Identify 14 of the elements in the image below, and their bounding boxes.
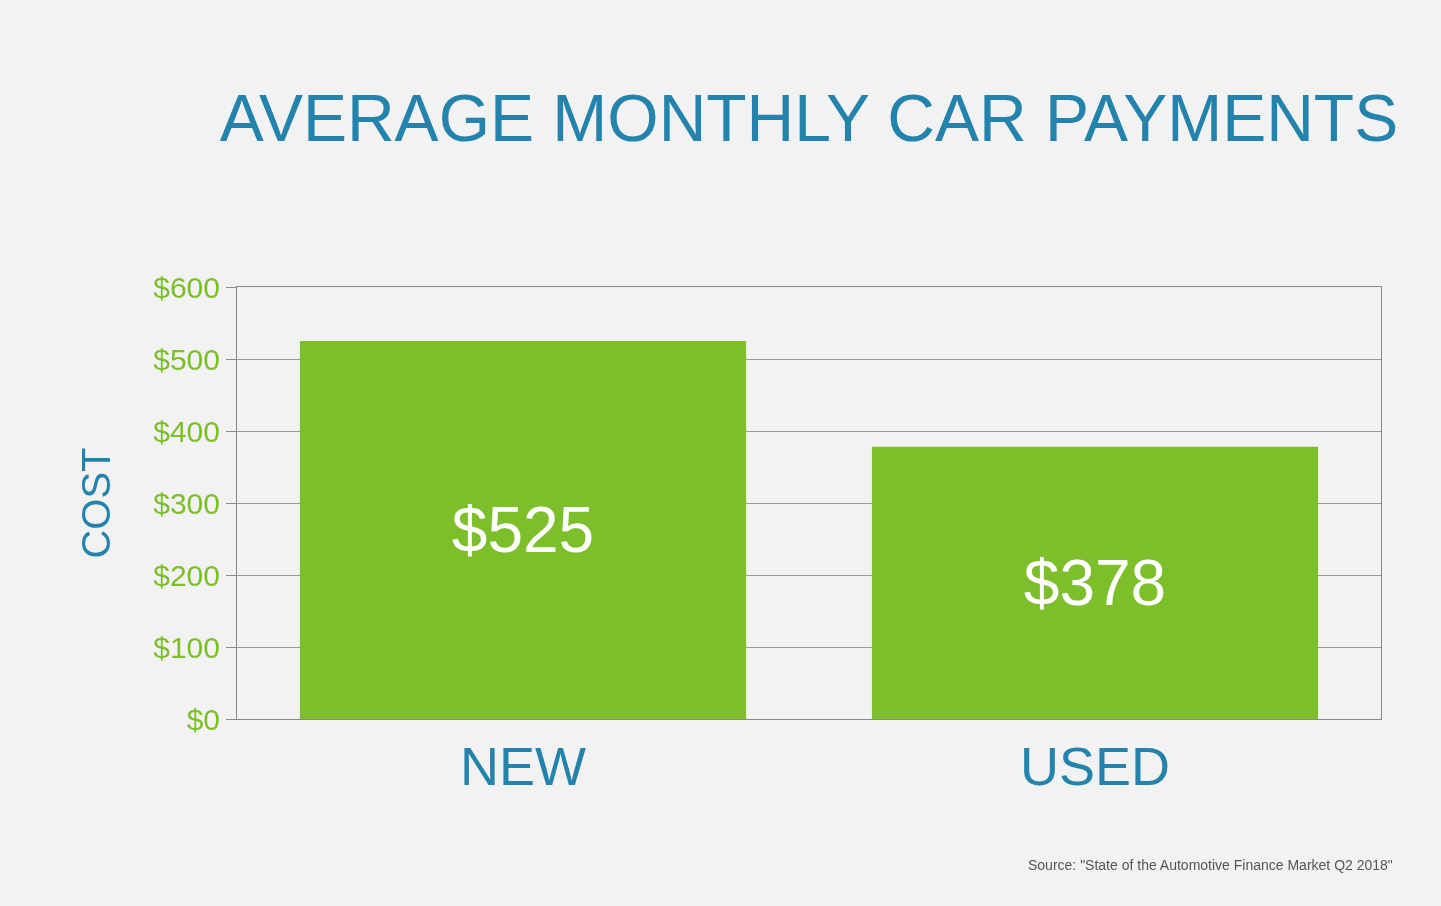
y-tick-label: $500: [153, 342, 220, 376]
y-tick-label: $300: [153, 486, 220, 520]
chart-title: AVERAGE MONTHLY CAR PAYMENTS: [219, 80, 1399, 155]
y-tick-label: $100: [153, 630, 220, 664]
data-label: $525: [451, 494, 595, 566]
source-note: Source: "State of the Automotive Finance Market Q2 2018": [1028, 857, 1393, 873]
y-tick-label: $600: [153, 270, 220, 304]
y-tick-label: $200: [153, 558, 220, 592]
data-label: $378: [1023, 546, 1167, 619]
y-axis-title: COST: [73, 447, 118, 559]
y-tick-label: $400: [153, 414, 220, 448]
x-tick-label: USED: [1019, 735, 1171, 796]
x-tick-label: NEW: [460, 735, 587, 796]
y-tick-label: $0: [186, 702, 220, 736]
